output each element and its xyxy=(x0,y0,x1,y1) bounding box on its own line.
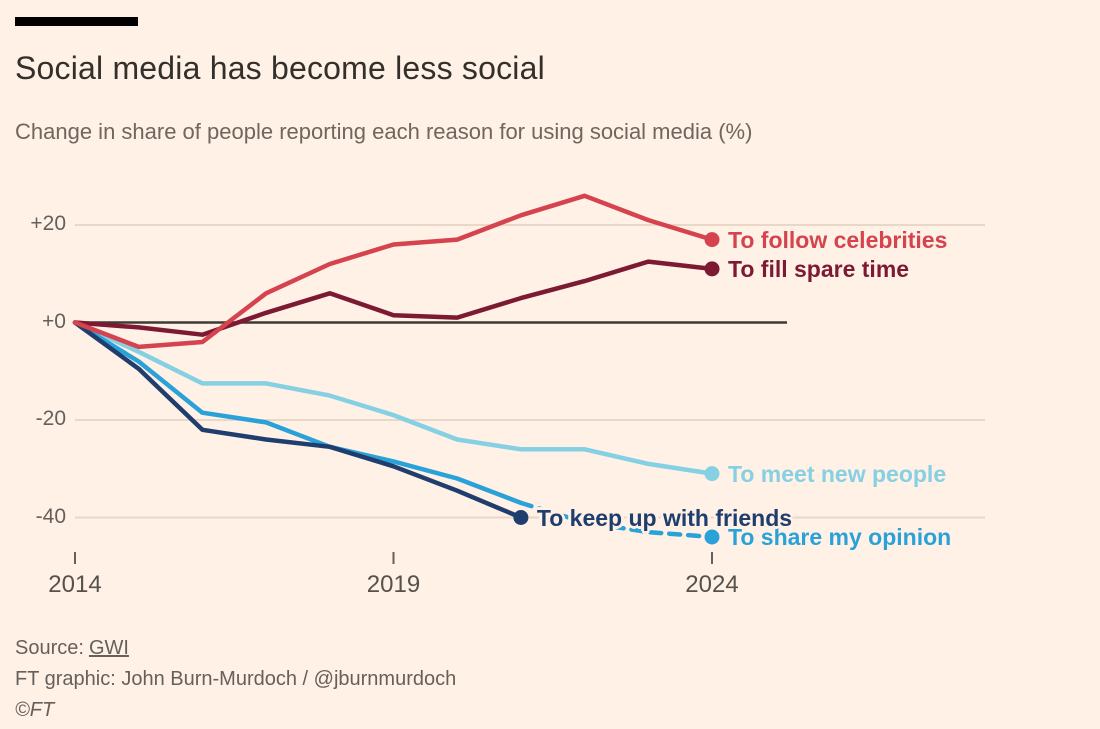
x-axis-label-2024: 2024 xyxy=(685,571,739,598)
x-axis-label-2014: 2014 xyxy=(48,571,102,598)
series-label-meet_new_people: To meet new people xyxy=(728,460,947,487)
source-label: Source: xyxy=(15,637,84,659)
series-line-meet_new_people xyxy=(72,320,715,476)
series-line-fill_spare_time xyxy=(72,259,715,337)
series-label-fill_spare_time: To fill spare time xyxy=(728,255,910,282)
series-end-dot-keep_up_with_friends xyxy=(513,510,529,525)
y-axis-label-0: +0 xyxy=(42,309,66,333)
series-line-keep_up_with_friends xyxy=(72,320,524,520)
y-axis-label--40: -40 xyxy=(35,504,66,528)
series-end-dot-follow_celebrities xyxy=(704,232,720,248)
ft-top-bar-rule xyxy=(15,17,138,26)
chart-subtitle: Change in share of people reporting each… xyxy=(15,119,753,144)
source-line: Source: GWI xyxy=(15,633,456,664)
chart-footer: Source: GWI FT graphic: John Burn-Murdoch… xyxy=(15,633,456,726)
series-line-dashed-share_my_opinion xyxy=(518,500,715,540)
series-line-follow_celebrities xyxy=(72,193,715,350)
x-axis-label-2019: 2019 xyxy=(366,571,421,598)
series-end-dot-fill_spare_time xyxy=(704,261,720,277)
series-line-share_my_opinion xyxy=(72,320,524,506)
source-link[interactable]: GWI xyxy=(88,637,129,659)
copyright-line: ©FT xyxy=(15,699,55,721)
series-end-dot-share_my_opinion xyxy=(704,529,720,545)
series-label-share_my_opinion: To share my opinion xyxy=(728,524,952,550)
y-axis-label-20: +20 xyxy=(30,212,66,235)
series-label-follow_celebrities: To follow celebrities xyxy=(728,226,948,253)
series-end-dot-meet_new_people xyxy=(704,466,720,482)
y-axis-label--20: -20 xyxy=(35,407,66,430)
credit-line: FT graphic: John Burn-Murdoch / @jburnmu… xyxy=(15,668,457,690)
series-label-keep_up_with_friends: To keep up with friends xyxy=(536,504,793,531)
chart-title: Social media has become less social xyxy=(15,50,545,86)
